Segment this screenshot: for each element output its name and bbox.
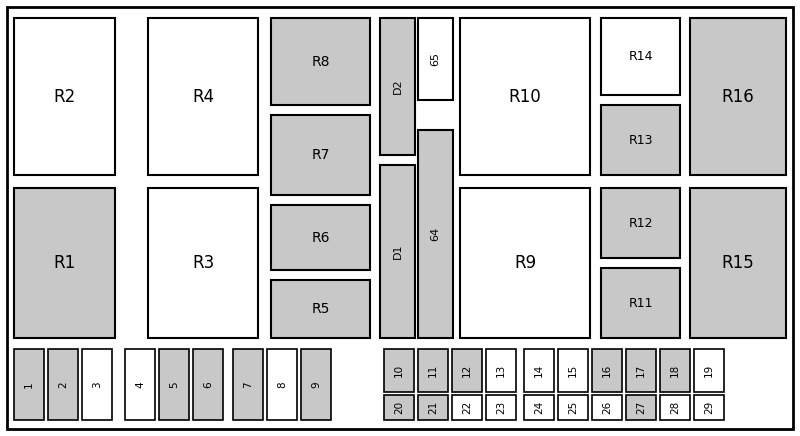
Text: 28: 28: [670, 401, 680, 414]
Bar: [418, 349, 448, 392]
Bar: [460, 188, 590, 338]
Text: 19: 19: [704, 364, 714, 377]
Text: 23: 23: [496, 401, 506, 414]
Bar: [558, 395, 588, 420]
Bar: [558, 349, 588, 392]
Text: R8: R8: [311, 54, 330, 68]
Text: 8: 8: [277, 381, 287, 388]
Bar: [271, 205, 370, 270]
Text: 24: 24: [534, 401, 544, 414]
Bar: [48, 349, 78, 420]
Bar: [125, 349, 155, 420]
Text: D1: D1: [393, 244, 402, 259]
Bar: [148, 18, 258, 175]
Text: 16: 16: [602, 364, 612, 377]
Bar: [460, 18, 590, 175]
Text: 11: 11: [428, 364, 438, 377]
Bar: [384, 349, 414, 392]
Bar: [690, 188, 786, 338]
Text: 7: 7: [243, 381, 253, 388]
Bar: [601, 105, 680, 175]
Bar: [14, 188, 115, 338]
Bar: [452, 395, 482, 420]
Text: 21: 21: [428, 401, 438, 414]
Text: 17: 17: [636, 364, 646, 377]
Text: 13: 13: [496, 364, 506, 377]
Text: D2: D2: [393, 78, 402, 94]
Text: 4: 4: [135, 381, 145, 388]
Bar: [418, 130, 453, 338]
Text: R13: R13: [628, 133, 653, 146]
Bar: [301, 349, 331, 420]
Text: 3: 3: [92, 381, 102, 388]
Text: 1: 1: [24, 381, 34, 388]
Bar: [384, 395, 414, 420]
Text: 15: 15: [568, 364, 578, 377]
Text: 27: 27: [636, 401, 646, 414]
Text: 10: 10: [394, 364, 404, 377]
Text: 12: 12: [462, 364, 472, 377]
Bar: [14, 18, 115, 175]
Bar: [524, 395, 554, 420]
Text: 5: 5: [169, 381, 179, 388]
Bar: [193, 349, 223, 420]
Text: 14: 14: [534, 364, 544, 377]
Text: 26: 26: [602, 401, 612, 414]
Bar: [524, 349, 554, 392]
Text: R4: R4: [192, 88, 214, 106]
Text: R10: R10: [509, 88, 542, 106]
Bar: [380, 18, 415, 155]
Text: 2: 2: [58, 381, 68, 388]
Text: R16: R16: [722, 88, 754, 106]
Text: 18: 18: [670, 364, 680, 377]
Bar: [418, 18, 453, 100]
Text: R2: R2: [54, 88, 76, 106]
Bar: [452, 349, 482, 392]
Text: 25: 25: [568, 401, 578, 414]
Text: 6: 6: [203, 381, 213, 388]
Bar: [626, 349, 656, 392]
Bar: [271, 18, 370, 105]
Bar: [601, 18, 680, 95]
Bar: [380, 165, 415, 338]
Bar: [233, 349, 263, 420]
Bar: [660, 395, 690, 420]
Bar: [694, 395, 724, 420]
Text: 65: 65: [430, 52, 441, 66]
Bar: [694, 349, 724, 392]
Text: 29: 29: [704, 401, 714, 414]
Bar: [592, 349, 622, 392]
Bar: [486, 349, 516, 392]
Text: R3: R3: [192, 254, 214, 272]
Text: 64: 64: [430, 227, 441, 241]
Bar: [660, 349, 690, 392]
Bar: [267, 349, 297, 420]
Bar: [601, 188, 680, 258]
Text: 9: 9: [311, 381, 321, 388]
Bar: [271, 280, 370, 338]
Text: R14: R14: [628, 50, 653, 63]
Text: R5: R5: [311, 302, 330, 316]
Text: R12: R12: [628, 217, 653, 229]
Bar: [601, 268, 680, 338]
Bar: [626, 395, 656, 420]
Text: R7: R7: [311, 148, 330, 162]
Text: R11: R11: [628, 296, 653, 310]
Bar: [159, 349, 189, 420]
Bar: [592, 395, 622, 420]
Bar: [418, 395, 448, 420]
Bar: [486, 395, 516, 420]
Text: R1: R1: [54, 254, 76, 272]
Text: R15: R15: [722, 254, 754, 272]
Bar: [14, 349, 44, 420]
Text: R6: R6: [311, 231, 330, 245]
Bar: [271, 115, 370, 195]
Text: 22: 22: [462, 401, 472, 414]
Text: R9: R9: [514, 254, 536, 272]
Bar: [690, 18, 786, 175]
Bar: [82, 349, 112, 420]
Text: 20: 20: [394, 401, 404, 414]
Bar: [148, 188, 258, 338]
